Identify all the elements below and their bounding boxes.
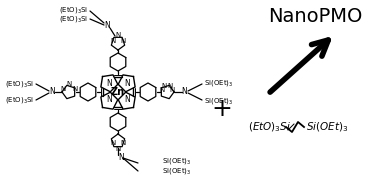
Text: N: N (72, 86, 78, 92)
Text: Si(OEt)$_3$: Si(OEt)$_3$ (162, 156, 191, 166)
Text: N: N (124, 95, 130, 105)
Text: N: N (118, 153, 124, 161)
Text: Si(OEt)$_3$: Si(OEt)$_3$ (162, 166, 191, 176)
Text: (EtO)$_3$Si: (EtO)$_3$Si (59, 14, 88, 24)
Text: Si(OEt)$_3$: Si(OEt)$_3$ (204, 96, 233, 106)
Text: $(EtO)_3Si$: $(EtO)_3Si$ (248, 120, 291, 134)
Text: N: N (66, 81, 72, 87)
Text: N: N (104, 22, 110, 30)
Text: $Si(OEt)_3$: $Si(OEt)_3$ (306, 120, 348, 134)
Text: Si(OEt)$_3$: Si(OEt)$_3$ (204, 78, 233, 88)
Text: N: N (124, 80, 130, 88)
Text: N: N (120, 38, 126, 44)
Text: N: N (116, 32, 121, 38)
Text: N: N (120, 140, 126, 146)
Text: N: N (161, 83, 166, 89)
Text: NanoPMO: NanoPMO (268, 8, 362, 26)
Text: N: N (110, 38, 116, 44)
Text: N: N (181, 88, 187, 97)
Text: N: N (60, 86, 66, 92)
Text: (EtO)$_3$Si: (EtO)$_3$Si (5, 79, 34, 89)
Text: N: N (159, 87, 165, 93)
Text: N: N (106, 80, 112, 88)
Text: N: N (170, 87, 175, 93)
Text: N: N (116, 146, 121, 152)
Text: N: N (167, 83, 172, 89)
Text: (EtO)$_3$Si: (EtO)$_3$Si (5, 95, 34, 105)
Text: N: N (49, 88, 55, 97)
Text: N: N (110, 140, 116, 146)
Text: (EtO)$_3$Si: (EtO)$_3$Si (59, 5, 88, 15)
Text: N: N (106, 95, 112, 105)
Text: +: + (211, 97, 232, 121)
Text: Zn: Zn (111, 87, 125, 97)
